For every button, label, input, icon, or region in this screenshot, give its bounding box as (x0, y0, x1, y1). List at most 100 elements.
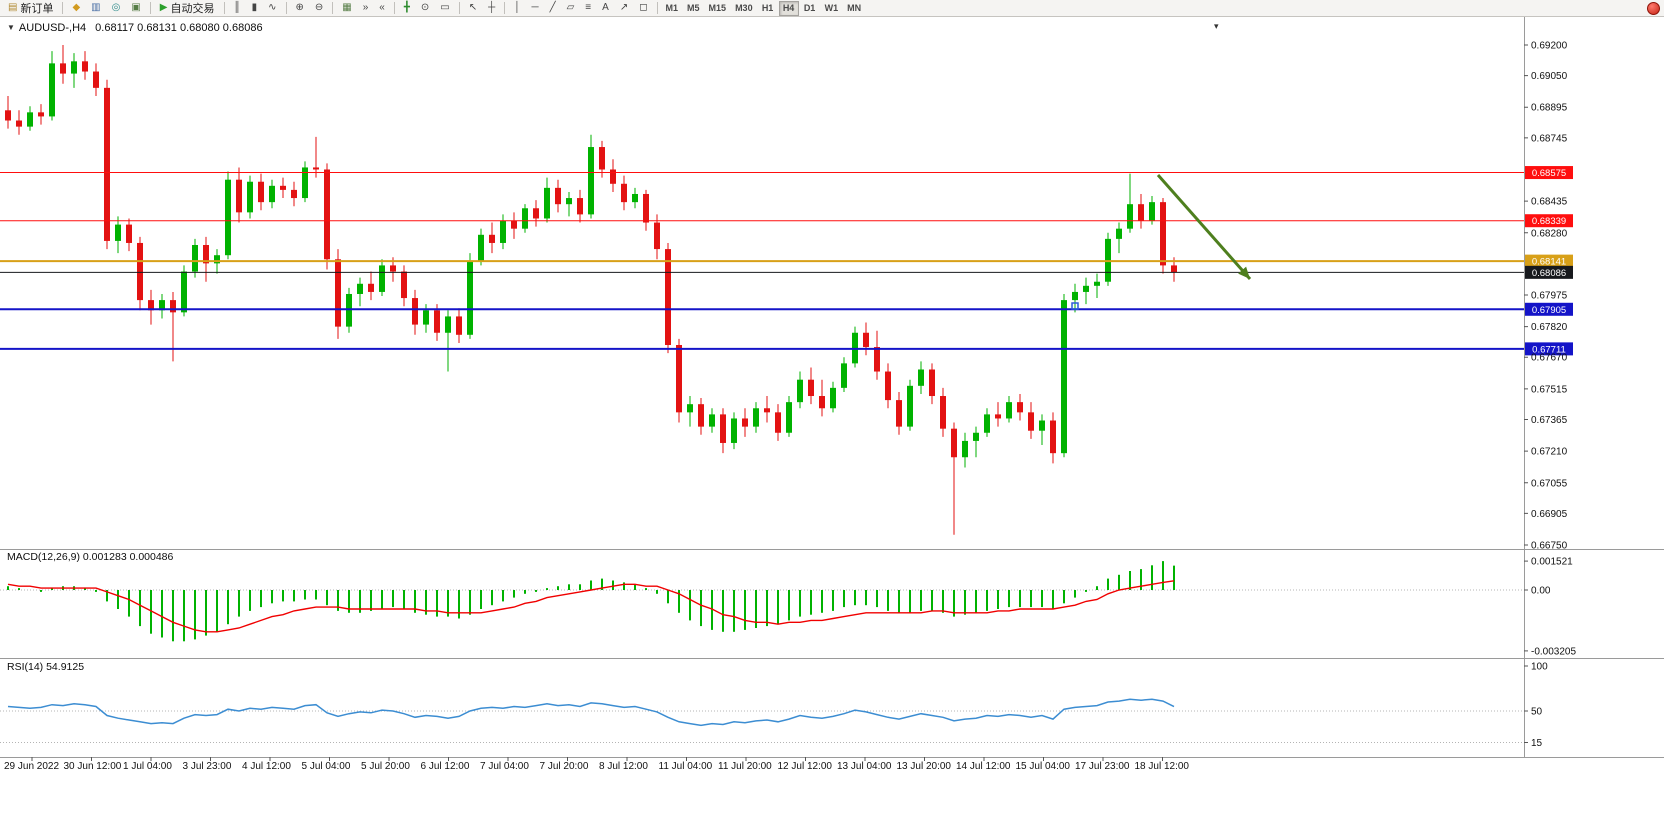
candle-body (984, 414, 990, 433)
market-watch-button[interactable]: ◆ (67, 1, 85, 16)
rsi-indicator-label: RSI(14) 54.9125 (7, 661, 85, 673)
timeframe-d1-button[interactable]: D1 (803, 3, 816, 13)
shapes-icon: ◻ (639, 2, 648, 13)
autotrading-button[interactable]: ▶ 自动交易 (155, 1, 220, 16)
toolbar-separator (393, 2, 395, 14)
timeframe-m5-button[interactable]: M5 (687, 3, 700, 13)
price-badge-label: 0.68575 (1532, 168, 1566, 179)
candle-body (808, 379, 814, 397)
timeframe-w1-button[interactable]: W1 (824, 3, 839, 13)
connection-status-icon[interactable] (1647, 2, 1660, 15)
toolbar-separator (656, 2, 658, 14)
equidistant-channel-button[interactable]: ▱ (562, 1, 580, 16)
candle-body (335, 259, 341, 327)
line-chart-icon: ∿ (268, 2, 277, 13)
candle-body (1149, 202, 1155, 221)
auto-scroll-button[interactable]: » (358, 1, 374, 16)
crosshair-button[interactable]: ┼ (483, 1, 500, 16)
text-tool-button[interactable]: A (597, 1, 614, 16)
candle-body (654, 222, 660, 250)
chart-background[interactable] (0, 17, 1664, 829)
new-order-button[interactable]: ▤ 新订单 (3, 1, 58, 16)
time-axis-label: 11 Jul 04:00 (659, 761, 713, 772)
symbol-caret-icon[interactable]: ▼ (7, 23, 15, 32)
time-axis-label: 7 Jul 04:00 (480, 761, 529, 772)
cursor-button[interactable]: ↖ (464, 1, 482, 16)
templates-button[interactable]: ▭ (435, 1, 454, 16)
timeframe-m15-button[interactable]: M15 (708, 3, 727, 13)
zoom-in-button[interactable]: ⊕ (291, 1, 309, 16)
trendline-button[interactable]: ╱ (545, 1, 561, 16)
horizontal-line-button[interactable]: ─ (526, 1, 543, 16)
candle-body (621, 183, 627, 203)
candle-body (665, 249, 671, 345)
candle-body (137, 242, 143, 301)
candle-body (742, 418, 748, 427)
candle-body (258, 181, 264, 203)
candle-body (698, 404, 704, 427)
candle-body (951, 428, 957, 458)
indicators-add-button[interactable]: ╋ (399, 1, 415, 16)
price-badge-label: 0.68086 (1532, 268, 1566, 279)
price-axis-label: 0.67210 (1531, 447, 1568, 458)
candle-body (368, 283, 374, 292)
price-axis-label: 0.69200 (1531, 41, 1568, 52)
time-axis-label: 8 Jul 12:00 (599, 761, 648, 772)
candle-body (16, 120, 22, 127)
price-axis-label: 0.67975 (1531, 291, 1568, 302)
timeframe-h4-button[interactable]: H4 (778, 0, 799, 16)
time-axis-label: 4 Jul 12:00 (242, 761, 291, 772)
data-window-button[interactable]: ▥ (86, 1, 105, 16)
price-axis-label: 0.69050 (1531, 71, 1568, 82)
time-axis-label: 7 Jul 20:00 (540, 761, 589, 772)
arrows-tool-icon: ↗ (619, 2, 629, 13)
candle-body (885, 371, 891, 401)
candle-body (170, 300, 176, 313)
new-order-icon: ▤ (8, 2, 18, 13)
candle-body (247, 181, 253, 213)
candle-body (874, 347, 880, 372)
rsi-axis-label: 15 (1531, 738, 1543, 749)
vertical-line-button[interactable]: │ (509, 1, 525, 16)
bar-chart-button[interactable]: ║ (229, 1, 246, 16)
candle-body (148, 300, 154, 311)
price-badge (1525, 166, 1573, 180)
candlestick-chart-button[interactable]: ▮ (247, 1, 263, 16)
candle-body (687, 404, 693, 413)
trade-marker[interactable] (1071, 302, 1079, 310)
candle-body (830, 387, 836, 409)
line-chart-button[interactable]: ∿ (263, 1, 281, 16)
candle-body (60, 63, 66, 74)
trend-arrow[interactable] (1156, 174, 1252, 280)
candle-body (82, 61, 88, 72)
timeframe-mn-button[interactable]: MN (847, 3, 862, 13)
toolbar-separator (62, 2, 64, 14)
time-axis-label: 5 Jul 20:00 (361, 761, 410, 772)
timeframe-m1-button[interactable]: M1 (665, 3, 679, 13)
candle-body (1160, 202, 1166, 266)
candle-body (566, 198, 572, 205)
candle-body (214, 255, 220, 264)
price-axis-label: 0.67515 (1531, 384, 1568, 395)
candle-body (907, 385, 913, 427)
navigator-icon: ◎ (111, 2, 121, 13)
terminal-button[interactable]: ▣ (126, 1, 145, 16)
navigator-button[interactable]: ◎ (107, 1, 126, 16)
time-axis-label: 18 Jul 12:00 (1135, 761, 1190, 772)
zoom-out-button[interactable]: ⊖ (310, 1, 328, 16)
fibonacci-button[interactable]: ≡ (580, 1, 596, 16)
time-axis-label: 6 Jul 12:00 (421, 761, 470, 772)
candle-body (918, 369, 924, 386)
tile-windows-button[interactable]: ▦ (337, 1, 356, 16)
trend-arrow-head[interactable] (1238, 266, 1250, 279)
periods-button[interactable]: ⊙ (416, 1, 434, 16)
ohlc-values: 0.68117 0.68131 0.68080 0.68086 (95, 22, 263, 34)
timeframe-h1-button[interactable]: H1 (761, 3, 774, 13)
candle-body (940, 396, 946, 429)
timeframe-m30-button[interactable]: M30 (735, 3, 753, 13)
macd-signal-line (7, 580, 1175, 633)
chart-shift-button[interactable]: « (374, 1, 390, 16)
shapes-button[interactable]: ◻ (634, 1, 652, 16)
arrows-tool-button[interactable]: ↗ (615, 1, 633, 16)
